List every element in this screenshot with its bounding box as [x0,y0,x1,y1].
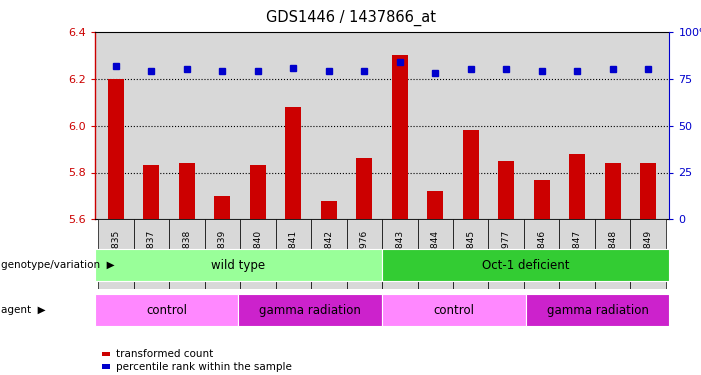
Text: control: control [433,304,475,317]
Bar [498,161,515,219]
Text: GSM37849: GSM37849 [644,230,653,279]
FancyBboxPatch shape [346,219,382,289]
Bar [215,196,231,219]
FancyBboxPatch shape [205,219,240,289]
Bar [179,163,195,219]
Text: GSM37835: GSM37835 [111,230,121,279]
Text: GSM37977: GSM37977 [502,230,511,279]
FancyBboxPatch shape [169,219,205,289]
Bar [250,165,266,219]
Text: Oct-1 deficient: Oct-1 deficient [482,259,569,272]
Text: GSM37844: GSM37844 [431,230,440,279]
Bar [569,154,585,219]
FancyBboxPatch shape [98,219,134,289]
Text: GSM37839: GSM37839 [218,230,227,279]
Text: GSM37842: GSM37842 [325,230,333,279]
Text: GSM37841: GSM37841 [289,230,298,279]
FancyBboxPatch shape [630,219,666,289]
FancyBboxPatch shape [95,294,238,326]
FancyBboxPatch shape [526,294,669,326]
Bar [533,180,550,219]
Text: gamma radiation: gamma radiation [259,304,361,317]
FancyBboxPatch shape [95,249,382,281]
Bar [356,158,372,219]
Bar [144,165,159,219]
Bar [108,79,124,219]
Text: GSM37848: GSM37848 [608,230,617,279]
Text: GSM37976: GSM37976 [360,230,369,279]
FancyBboxPatch shape [311,219,346,289]
Text: GSM37837: GSM37837 [147,230,156,279]
Bar [321,201,336,219]
Text: GDS1446 / 1437866_at: GDS1446 / 1437866_at [266,9,435,26]
Bar [463,130,479,219]
Text: gamma radiation: gamma radiation [547,304,648,317]
FancyBboxPatch shape [238,294,382,326]
FancyBboxPatch shape [453,219,489,289]
Bar [428,191,443,219]
Text: genotype/variation  ▶: genotype/variation ▶ [1,260,115,270]
Text: percentile rank within the sample: percentile rank within the sample [116,362,292,372]
Text: control: control [146,304,187,317]
FancyBboxPatch shape [418,219,453,289]
Bar [392,56,408,219]
Text: transformed count: transformed count [116,350,213,359]
FancyBboxPatch shape [524,219,559,289]
FancyBboxPatch shape [382,219,418,289]
Text: GSM37843: GSM37843 [395,230,404,279]
Text: GSM37838: GSM37838 [182,230,191,279]
Text: agent  ▶: agent ▶ [1,305,46,315]
FancyBboxPatch shape [559,219,595,289]
Text: GSM37847: GSM37847 [573,230,582,279]
FancyBboxPatch shape [382,294,526,326]
FancyBboxPatch shape [275,219,311,289]
FancyBboxPatch shape [134,219,169,289]
FancyBboxPatch shape [240,219,275,289]
Text: GSM37840: GSM37840 [253,230,262,279]
Text: GSM37845: GSM37845 [466,230,475,279]
Bar [640,163,656,219]
FancyBboxPatch shape [489,219,524,289]
Bar [605,163,620,219]
FancyBboxPatch shape [382,249,669,281]
Text: GSM37846: GSM37846 [537,230,546,279]
Bar [285,107,301,219]
Text: wild type: wild type [211,259,266,272]
FancyBboxPatch shape [595,219,630,289]
